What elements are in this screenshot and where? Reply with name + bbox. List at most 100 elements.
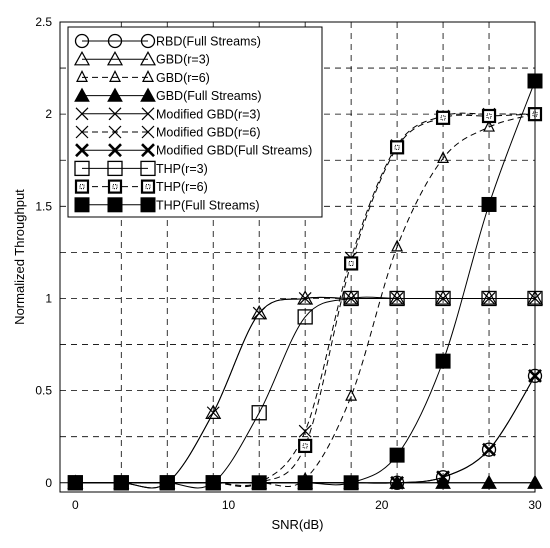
x-tick-label: 0 <box>72 498 79 512</box>
marker-square-dot <box>486 113 492 119</box>
series-line <box>75 296 535 489</box>
marker-square-dot <box>112 184 118 190</box>
marker-square-filled <box>113 475 129 491</box>
marker-x <box>108 107 122 121</box>
marker-circle <box>74 33 90 49</box>
series-layer <box>67 73 544 491</box>
marker-square <box>435 290 451 307</box>
y-tick-label: 1.5 <box>35 199 52 213</box>
plot-frame <box>59 21 536 493</box>
marker-square-dotted <box>389 140 405 155</box>
legend-label: Modified GBD(r=6) <box>156 126 261 140</box>
marker-triangle <box>76 70 88 83</box>
marker-square-dotted <box>344 256 359 271</box>
marker-triangle <box>205 404 222 419</box>
legend: RBD(Full Streams) GBD(r=3) GBD(r=6) GBD(Ful… <box>67 26 323 218</box>
series-line <box>75 113 536 486</box>
legend-label: RBD(Full Streams) <box>156 35 261 49</box>
y-tick-label: 0.5 <box>35 384 52 398</box>
legend-label: GBD(r=3) <box>156 53 210 67</box>
marker-x <box>75 125 89 139</box>
legend-label: THP(r=6) <box>156 180 208 194</box>
marker-x <box>108 125 122 139</box>
marker-square <box>107 160 123 177</box>
marker-x-bold <box>141 143 155 158</box>
y-tick-label: 0 <box>45 476 52 490</box>
marker-circle <box>481 442 497 457</box>
marker-triangle <box>139 50 157 66</box>
marker-square-filled <box>481 196 497 212</box>
legend-label: THP(Full Streams) <box>156 198 259 212</box>
marker-x <box>141 125 155 139</box>
marker-square-dot <box>348 260 354 266</box>
legend-label: GBD(Full Streams) <box>156 89 262 103</box>
x-tick-label: 20 <box>375 498 389 512</box>
marker-square <box>140 160 156 177</box>
marker-square <box>481 290 497 307</box>
marker-triangle <box>481 290 498 305</box>
marker-square-dotted <box>298 438 313 454</box>
legend-label: Modified GBD(r=3) <box>156 107 261 121</box>
marker-x-bold <box>436 470 450 485</box>
marker-triangle <box>483 119 496 132</box>
marker-triangle <box>109 70 121 83</box>
legend-label: GBD(r=6) <box>156 71 210 85</box>
marker-x-bold <box>482 442 496 457</box>
marker-square-filled <box>159 475 175 491</box>
marker-x <box>75 107 89 121</box>
marker-square-dotted <box>107 179 123 194</box>
marker-x-bold <box>75 143 89 158</box>
marker-triangle <box>251 304 268 320</box>
marker-square-filled <box>107 197 123 213</box>
marker-square-dot <box>79 184 85 190</box>
legend-label: Modified GBD(Full Streams) <box>156 144 312 158</box>
marker-x-bold <box>390 475 405 490</box>
marker-x <box>252 306 266 320</box>
marker-x <box>298 424 312 438</box>
marker-square <box>343 290 359 307</box>
marker-triangle <box>106 50 124 66</box>
marker-square-filled <box>67 475 83 491</box>
tick-labels: 0 10 20 30 0 0.5 1 1.5 2 2.5 <box>35 15 542 512</box>
marker-triangle <box>345 388 358 401</box>
marker-x <box>298 292 312 305</box>
marker-triangle-filled <box>140 87 156 102</box>
y-tick-label: 1 <box>45 291 52 305</box>
marker-square-dot <box>394 144 400 150</box>
marker-triangle <box>437 151 450 163</box>
marker-square-filled <box>74 197 90 213</box>
marker-triangle-filled <box>74 87 90 102</box>
marker-triangle <box>142 70 154 83</box>
marker-square-dot <box>440 115 446 121</box>
x-axis-label: SNR(dB) <box>271 517 323 532</box>
y-tick-label: 2.5 <box>35 15 52 29</box>
marker-square-dot <box>302 443 308 449</box>
marker-square <box>74 160 90 177</box>
marker-triangle-filled <box>481 474 497 489</box>
marker-square-filled <box>251 475 267 491</box>
series-line <box>75 296 535 489</box>
legend-label: THP(r=3) <box>156 162 208 176</box>
marker-square-dotted <box>140 179 156 194</box>
series-line <box>75 113 536 487</box>
marker-square-dot <box>145 184 151 190</box>
marker-square-filled <box>435 353 451 369</box>
marker-square-filled <box>140 197 156 213</box>
marker-square-filled <box>343 475 359 491</box>
marker-square <box>251 405 267 421</box>
marker-circle <box>107 33 123 49</box>
marker-triangle <box>391 239 404 252</box>
marker-triangle <box>389 290 406 305</box>
x-tick-label: 10 <box>222 498 236 512</box>
marker-square-filled <box>297 475 313 491</box>
marker-x <box>206 406 220 420</box>
marker-square-filled <box>205 475 221 491</box>
marker-x-bold <box>108 143 122 158</box>
marker-square-dotted <box>74 179 90 194</box>
marker-x <box>141 107 155 121</box>
x-tick-label: 30 <box>528 498 542 512</box>
marker-triangle <box>73 50 91 66</box>
marker-square-dotted <box>435 110 451 125</box>
